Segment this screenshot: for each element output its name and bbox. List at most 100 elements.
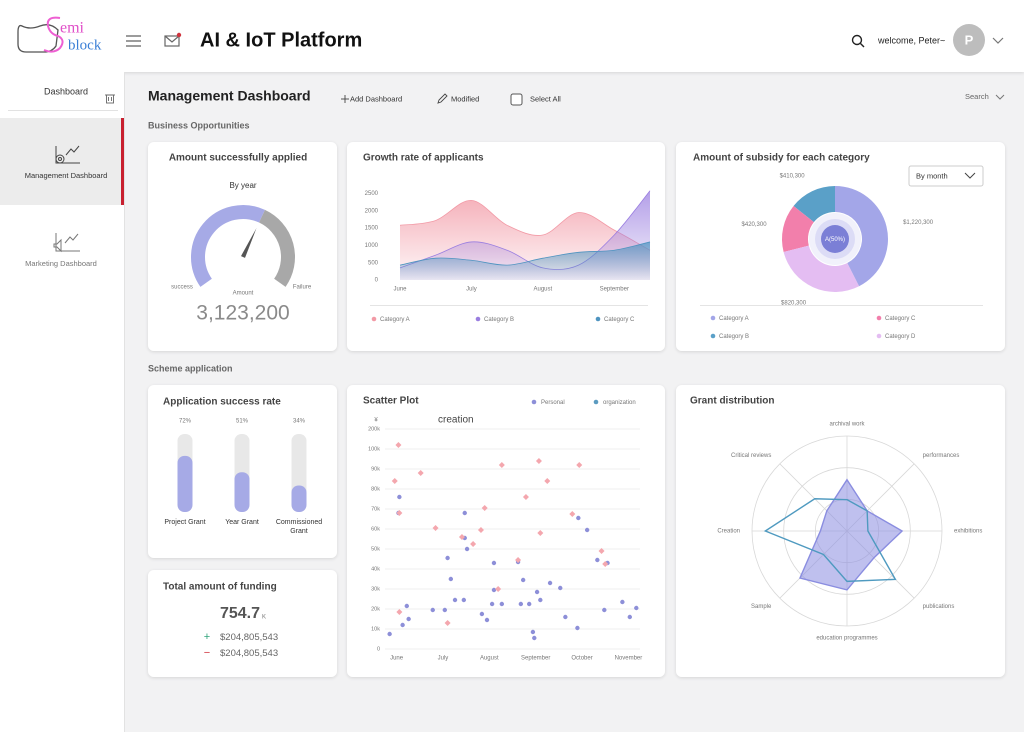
x-tick-label: September <box>600 287 629 293</box>
bar-label-box: Project Grant <box>164 519 205 526</box>
bar <box>234 472 250 512</box>
scatter-point <box>461 597 467 603</box>
sidebar-item[interactable]: Management Dashboard <box>25 171 108 180</box>
scatter-point <box>444 620 451 626</box>
trash-icon[interactable] <box>105 94 115 104</box>
section-title: Scheme application <box>148 363 233 373</box>
sidebar-active[interactable] <box>0 118 121 205</box>
scatter-point <box>491 560 497 566</box>
scatter-point <box>391 478 398 484</box>
logo-s <box>43 16 64 53</box>
scatter-point <box>538 597 543 603</box>
scatter-point <box>495 586 502 592</box>
scatter-point <box>448 576 454 582</box>
scatter-point <box>432 525 439 531</box>
gauge-arc <box>191 205 265 287</box>
scatter-point <box>526 601 532 607</box>
avatar[interactable] <box>953 24 985 56</box>
bar <box>177 455 193 512</box>
scatter-point <box>602 607 607 613</box>
search-icon[interactable] <box>851 34 865 48</box>
scatter-point <box>530 629 536 635</box>
select-all[interactable]: Select All <box>530 94 561 103</box>
section-title: Business Opportunities <box>148 120 250 130</box>
bar-value-label: 72% <box>179 419 192 425</box>
scatter-point <box>627 614 632 620</box>
x-tick-label: August <box>480 656 499 662</box>
legend-label: organization <box>603 400 636 406</box>
gauge-needle <box>241 227 257 258</box>
scatter-point <box>464 546 470 552</box>
scatter-point <box>558 585 563 591</box>
scatter-point <box>544 478 551 484</box>
modified-button[interactable]: Modified <box>451 94 479 103</box>
search-chevron[interactable] <box>995 94 1005 100</box>
pie-label: $420,300 <box>742 222 768 228</box>
add-icon[interactable] <box>341 95 349 103</box>
bar-label-box: Year Grant <box>225 519 259 526</box>
card <box>347 385 665 677</box>
period-dropdown[interactable] <box>908 165 984 187</box>
dropdown-label[interactable]: By month <box>916 171 948 180</box>
legend-label: Category D <box>885 334 916 340</box>
sidebar-top[interactable]: Dashboard <box>44 86 88 96</box>
y-tick-label: 2500 <box>365 191 379 197</box>
radar-axis-label: exhibitions <box>954 529 982 535</box>
pie-segment <box>835 186 888 287</box>
area <box>400 241 650 280</box>
scatter-point <box>462 510 467 516</box>
scatter-point <box>576 462 583 468</box>
x-tick-label: August <box>534 287 553 293</box>
legend-label: Category C <box>885 316 916 322</box>
avatar-letter: P <box>965 32 974 47</box>
card-title: Total amount of funding <box>163 582 277 593</box>
bar-label-box: Commissioned Grant <box>275 519 323 535</box>
sidebar-item[interactable]: Marketing Dashboard <box>25 259 97 268</box>
x-tick-label: June <box>390 656 404 662</box>
x-tick-label: Commissioned Grant <box>275 519 323 535</box>
line <box>399 190 651 270</box>
scatter-point <box>406 616 411 622</box>
select-all-checkbox[interactable] <box>510 93 523 106</box>
center-label: A(50%) <box>825 237 845 243</box>
scatter-point <box>634 605 639 611</box>
search-dropdown[interactable]: Search <box>965 92 989 101</box>
radar-axis-label: archival work <box>829 422 865 428</box>
scatter-point <box>534 589 540 595</box>
legend-label: Category A <box>719 316 749 322</box>
legend-swatch <box>531 399 537 405</box>
scatter-point <box>602 561 609 567</box>
x-tick-label: Year Grant <box>225 519 259 526</box>
scatter-point <box>458 534 465 540</box>
radar-axis-label: Sample <box>751 604 772 610</box>
card-title: Growth rate of applicants <box>363 153 484 164</box>
scatter-point <box>535 458 542 464</box>
y-tick-label: 20k <box>371 606 380 612</box>
mail-icon[interactable] <box>164 32 182 47</box>
scatter-point <box>518 601 524 607</box>
gauge-label: success <box>171 285 193 291</box>
legend-swatch <box>710 315 716 321</box>
gauge-value: 3,123,200 <box>196 302 289 325</box>
x-tick-label: June <box>393 287 407 293</box>
annotation: creation <box>438 415 474 426</box>
scatter-point <box>491 587 497 593</box>
legend-swatch <box>710 333 716 339</box>
scatter-point <box>584 527 590 533</box>
scatter-point <box>575 625 580 631</box>
y-tick-label: 1500 <box>365 226 379 232</box>
scatter-point <box>452 597 458 603</box>
scatter-point <box>598 548 605 554</box>
edit-icon[interactable] <box>437 93 448 104</box>
add-button[interactable]: Add Dashboard <box>350 94 402 103</box>
y-tick-label: 2000 <box>365 208 379 214</box>
app-title: AI & IoT Platform <box>200 29 362 51</box>
scatter-point <box>445 555 450 561</box>
y-tick-label: 40k <box>371 566 380 572</box>
dropdown-chevron[interactable] <box>964 172 976 179</box>
legend-label: Personal <box>541 400 565 406</box>
scatter-point <box>397 494 402 500</box>
user-chevron[interactable] <box>992 37 1004 44</box>
menu-icon[interactable] <box>126 35 141 47</box>
